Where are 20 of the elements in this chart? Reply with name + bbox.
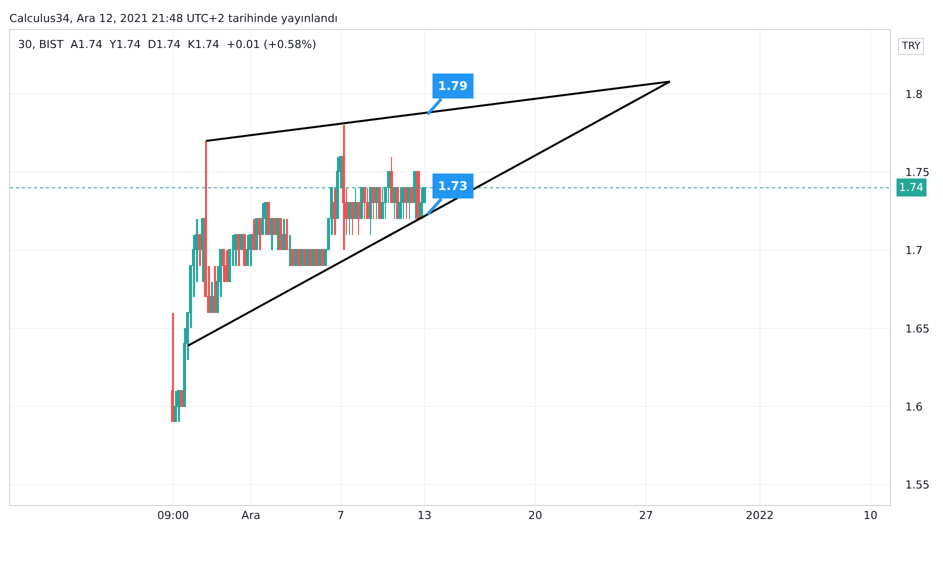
chart-title: Calculus34, Ara 12, 2021 21:48 UTC+2 tarihinde yayınlandı [9, 12, 338, 25]
x-tick-label: 7 [337, 509, 344, 522]
annotation: 1.79 [438, 79, 468, 93]
x-tick-label: 10 [864, 509, 878, 522]
x-tick-label: Ara [242, 509, 260, 522]
x-tick-label: 20 [528, 509, 542, 522]
y-tick-label: 1.55 [905, 478, 930, 492]
ref-line-label: 1.74 [899, 181, 924, 194]
y-tick-label: 1.65 [905, 322, 930, 336]
text: 30, BIST A1.74 Y1.74 D1.74 K1.74 +0.01 (+0.58%) [18, 38, 316, 51]
y-tick-label: 1.7 [905, 244, 923, 258]
text: TRY [901, 41, 922, 52]
x-tick-label: 2022 [746, 509, 774, 522]
x-tick-label: 09:00 [157, 509, 189, 522]
x-tick-label: 27 [639, 509, 654, 522]
y-tick-label: 1.75 [905, 166, 930, 180]
y-tick-label: 1.8 [905, 88, 923, 101]
annotation: 1.73 [438, 179, 468, 193]
x-tick-label: 13 [418, 509, 432, 522]
y-tick-label: 1.6 [905, 400, 923, 414]
